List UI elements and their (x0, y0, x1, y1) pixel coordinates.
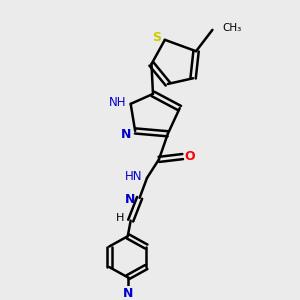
Text: CH₃: CH₃ (223, 23, 242, 33)
Text: N: N (125, 193, 135, 206)
Text: O: O (185, 150, 195, 163)
Text: HN: HN (125, 170, 142, 183)
Text: NH: NH (109, 96, 126, 109)
Text: N: N (120, 128, 131, 141)
Text: S: S (152, 31, 161, 44)
Text: H: H (116, 213, 124, 223)
Text: N: N (122, 287, 133, 300)
